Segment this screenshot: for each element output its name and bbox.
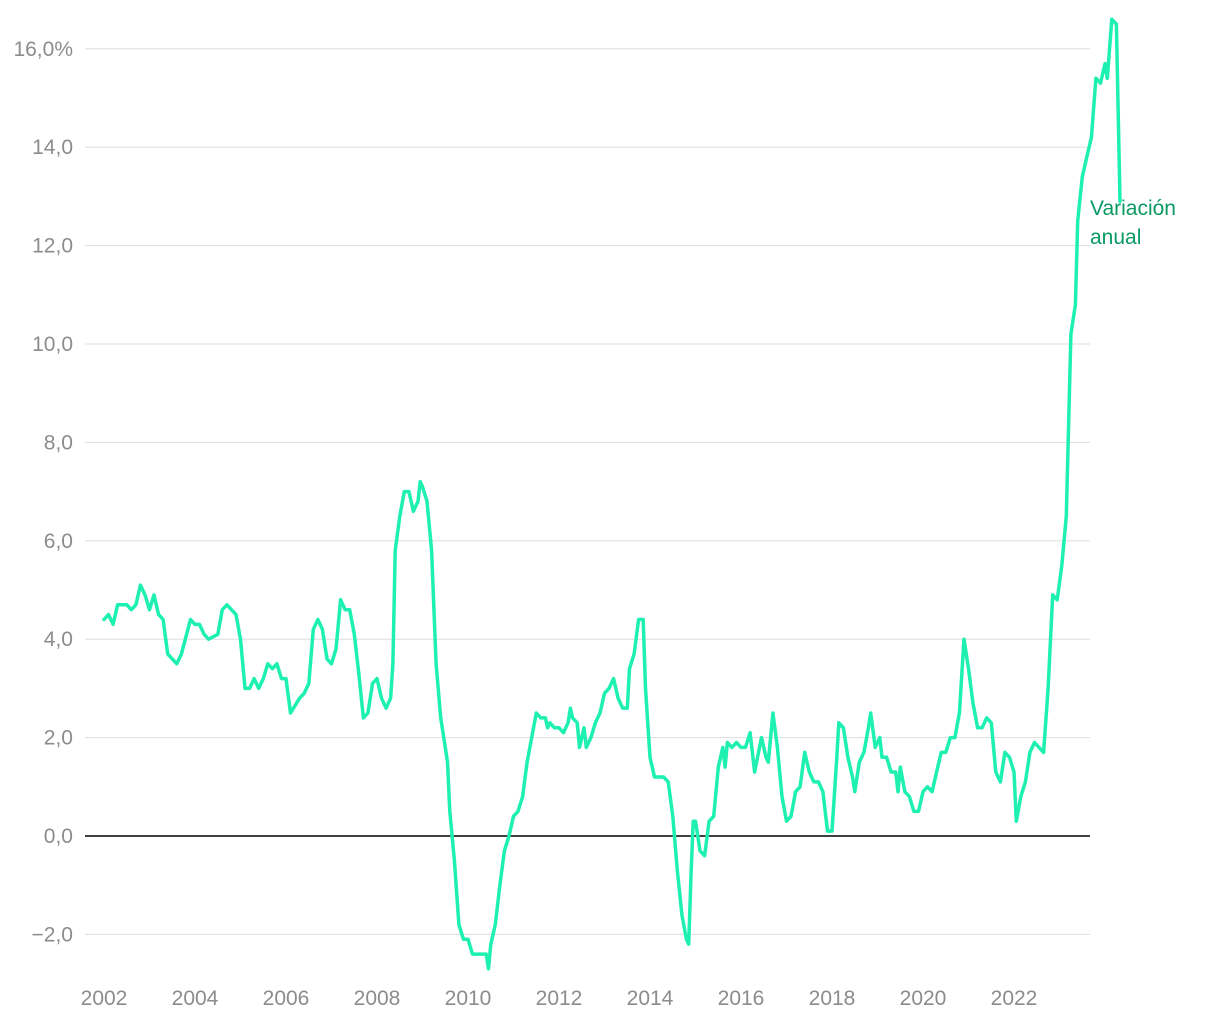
series-label-line: anual [1090,226,1141,249]
x-tick-label: 2022 [991,987,1038,1010]
series-line-variacion-anual [102,17,1122,971]
y-tick-label: 16,0% [13,38,73,61]
y-tick-label: 8,0 [44,431,73,454]
x-tick-label: 2012 [536,987,583,1010]
y-tick-label: 10,0 [32,333,73,356]
y-tick-label: 0,0 [44,825,73,848]
y-tick-label: 14,0 [32,136,73,159]
x-tick-label: 2006 [263,987,310,1010]
x-tick-label: 2018 [809,987,856,1010]
x-axis: 2002 2004 2006 2008 2010 2012 2014 2016 2018 2020… [81,987,1038,1010]
y-tick-label: 4,0 [44,628,73,651]
y-tick-label: 2,0 [44,727,73,750]
y-axis: 16,0% 14,0 12,0 10,0 8,0 6,0 4,0 2,0 0,0 −2,0 [13,38,73,947]
x-tick-label: 2010 [445,987,492,1010]
x-tick-label: 2020 [900,987,947,1010]
y-tick-label: 6,0 [44,530,73,553]
x-tick-label: 2016 [718,987,765,1010]
x-tick-label: 2014 [627,987,674,1010]
y-tick-label: −2,0 [32,923,73,946]
grid-lines [85,48,1090,935]
x-tick-label: 2004 [172,987,219,1010]
series-label-line: Variación [1090,197,1176,220]
series-label: Variación anual [1090,197,1176,249]
y-tick-label: 12,0 [32,235,73,258]
x-tick-label: 2002 [81,987,128,1010]
x-tick-label: 2008 [354,987,401,1010]
